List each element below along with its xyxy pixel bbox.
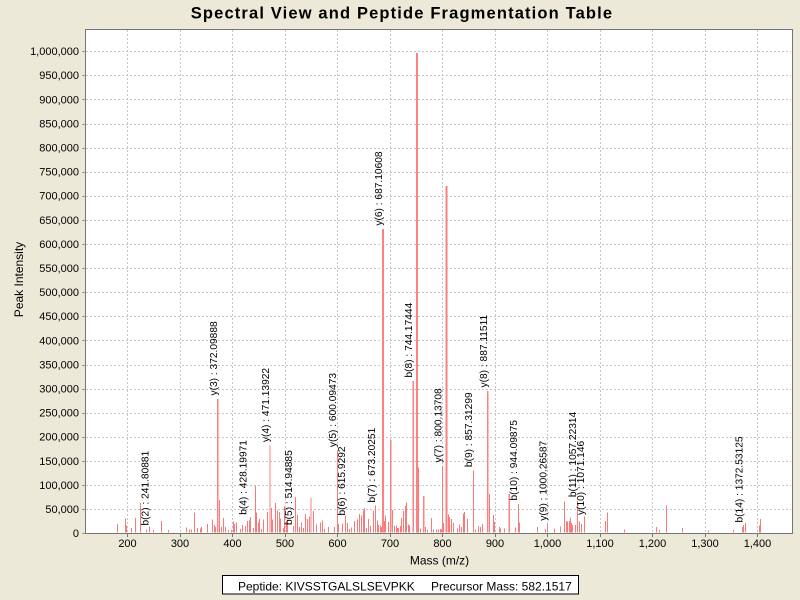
svg-text:y(4) : 471.13922: y(4) : 471.13922 [261,368,272,443]
svg-text:1,300: 1,300 [691,538,719,550]
svg-text:Spectral View and Peptide Frag: Spectral View and Peptide Fragmentation … [191,4,613,22]
svg-text:b(9) : 857.31299: b(9) : 857.31299 [464,392,475,467]
svg-text:b(5) : 514.94885: b(5) : 514.94885 [284,450,295,525]
svg-text:y(8) : 887.11511: y(8) : 887.11511 [479,314,490,387]
svg-text:b(11) : 1057.22314: b(11) : 1057.22314 [568,411,579,497]
svg-text:500,000: 500,000 [39,287,79,299]
svg-text:650,000: 650,000 [39,215,79,227]
svg-text:Precursor Mass: 582.1517: Precursor Mass: 582.1517 [431,579,572,593]
svg-text:1,000,000: 1,000,000 [30,46,79,58]
svg-text:550,000: 550,000 [39,263,79,275]
svg-text:900,000: 900,000 [39,94,79,106]
svg-text:b(10) : 944.09875: b(10) : 944.09875 [509,420,520,501]
svg-text:100,000: 100,000 [39,480,79,492]
svg-text:b(7) : 673.20251: b(7) : 673.20251 [367,427,378,502]
svg-text:y(6) : 687.10608: y(6) : 687.10608 [374,151,385,226]
svg-text:700,000: 700,000 [39,191,79,203]
svg-text:800,000: 800,000 [39,143,79,155]
svg-text:150,000: 150,000 [39,456,79,468]
svg-text:y(7) : 800.13708: y(7) : 800.13708 [434,388,445,463]
svg-text:b(2) : 241.80881: b(2) : 241.80881 [140,450,151,525]
svg-text:0: 0 [73,528,79,540]
svg-text:Mass (m/z): Mass (m/z) [410,554,469,568]
svg-text:400: 400 [223,538,241,550]
svg-text:350,000: 350,000 [39,359,79,371]
svg-text:600,000: 600,000 [39,239,79,251]
svg-text:1,400: 1,400 [744,538,772,550]
svg-text:b(4) : 428.19971: b(4) : 428.19971 [238,440,249,515]
svg-text:300: 300 [171,538,189,550]
svg-text:b(14) : 1372.53125: b(14) : 1372.53125 [735,436,746,522]
svg-text:800: 800 [433,538,451,550]
svg-text:Peak Intensity: Peak Intensity [12,242,26,317]
svg-text:50,000: 50,000 [45,504,79,516]
svg-text:900: 900 [486,538,504,550]
svg-text:250,000: 250,000 [39,408,79,420]
svg-text:y(5) : 600.09473: y(5) : 600.09473 [328,373,339,448]
svg-text:b(8) : 744.17444: b(8) : 744.17444 [404,302,415,377]
svg-text:750,000: 750,000 [39,167,79,179]
svg-text:700: 700 [381,538,399,550]
svg-text:950,000: 950,000 [39,70,79,82]
svg-text:y(3) : 372.09888: y(3) : 372.09888 [209,321,220,396]
svg-text:300,000: 300,000 [39,384,79,396]
svg-text:200: 200 [118,538,136,550]
svg-text:1,200: 1,200 [639,538,667,550]
svg-text:Peptide: KIVSSTGALSLSEVPKK: Peptide: KIVSSTGALSLSEVPKK [238,579,415,593]
svg-text:1,000: 1,000 [534,538,562,550]
svg-text:400,000: 400,000 [39,335,79,347]
svg-text:850,000: 850,000 [39,118,79,130]
svg-text:y(9) : 1000.26587: y(9) : 1000.26587 [539,441,550,521]
svg-text:y(10) : 1071.146: y(10) : 1071.146 [576,440,587,515]
svg-text:200,000: 200,000 [39,432,79,444]
svg-text:b(6) : 615.9292: b(6) : 615.9292 [337,446,348,515]
svg-text:500: 500 [276,538,294,550]
svg-text:450,000: 450,000 [39,311,79,323]
svg-text:1,100: 1,100 [586,538,614,550]
svg-text:600: 600 [328,538,346,550]
